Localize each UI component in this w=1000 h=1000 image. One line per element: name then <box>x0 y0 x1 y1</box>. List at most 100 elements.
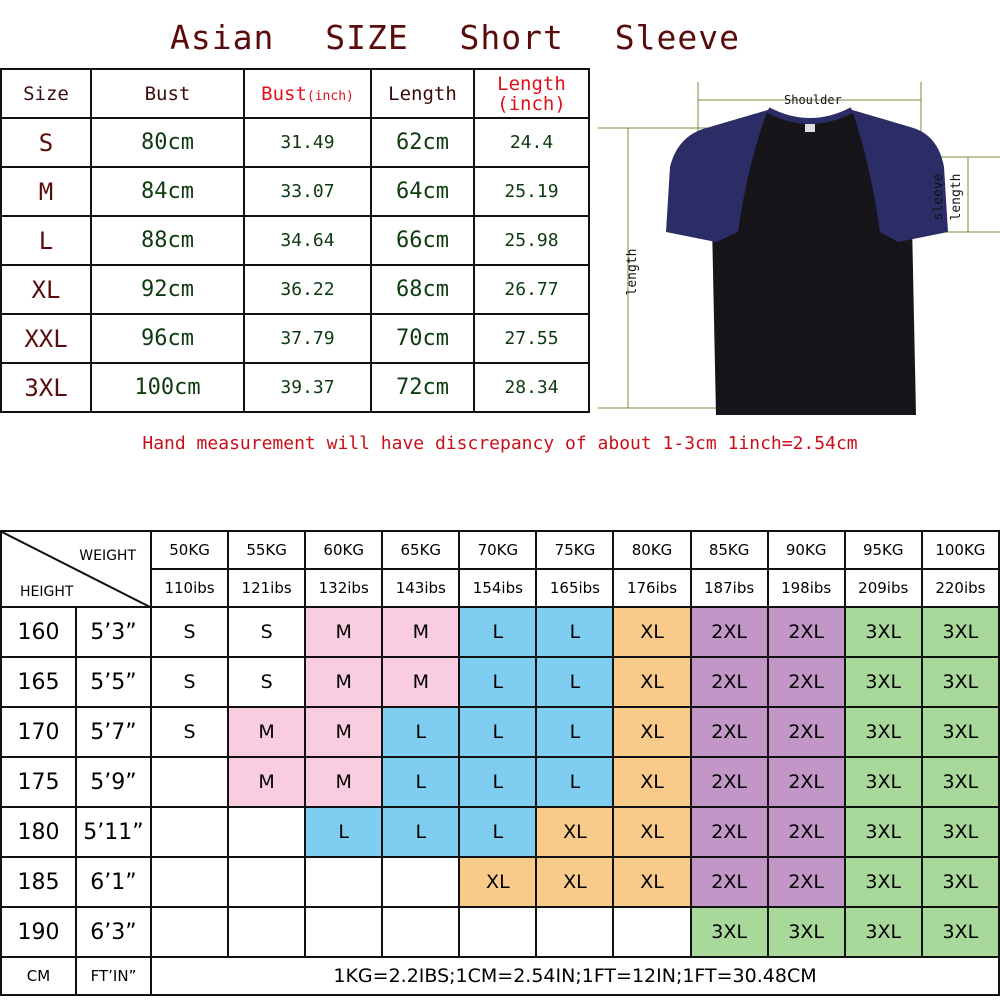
size-cell: L <box>458 656 538 708</box>
size-cell: 3XL <box>920 806 1000 858</box>
length-inch-cell: 27.55 <box>473 313 590 364</box>
fit-row: 170 5’7” S M M L L L XL 2XL 2XL 3XL 3XL <box>0 706 1000 758</box>
size-cell: 3XL <box>920 606 1000 658</box>
length-cm-cell: 62cm <box>370 117 475 168</box>
size-cell: XL <box>612 806 692 858</box>
fit-row: 160 5’3” S S M M L L XL 2XL 2XL 3XL 3XL <box>0 606 1000 658</box>
header-length: Length <box>370 68 475 119</box>
weight-lbs-header: 143ibs <box>381 568 461 608</box>
size-cell: 3XL <box>843 806 923 858</box>
height-ft: 5’9” <box>75 756 152 808</box>
weight-kg-header: 50KG <box>149 530 230 570</box>
height-label: HEIGHT <box>20 584 74 600</box>
size-cell: 3XL <box>843 856 923 908</box>
size-cell: XL <box>535 806 615 858</box>
size-cell <box>149 756 230 808</box>
weight-kg-header: 70KG <box>458 530 538 570</box>
size-cell: L <box>0 215 92 266</box>
size-cell: 3XL <box>920 756 1000 808</box>
size-cell: L <box>304 806 384 858</box>
size-cell: L <box>381 706 461 758</box>
size-cell <box>535 906 615 958</box>
weight-kg-header: 75KG <box>535 530 615 570</box>
size-cell <box>458 906 538 958</box>
fit-row: 185 6’1” XL XL XL 2XL 2XL 3XL 3XL <box>0 856 1000 908</box>
shoulder-label: Shoulder <box>784 93 842 107</box>
weight-kg-header: 100KG <box>920 530 1000 570</box>
fit-row: 180 5’11” L L L XL XL 2XL 2XL 3XL 3XL <box>0 806 1000 858</box>
bust-cm-cell: 88cm <box>90 215 245 266</box>
fit-row: 165 5’5” S S M M L L XL 2XL 2XL 3XL 3XL <box>0 656 1000 708</box>
size-cell: S <box>227 656 307 708</box>
height-ft: 5’5” <box>75 656 152 708</box>
height-cm: 185 <box>0 856 77 908</box>
size-cell: 3XL <box>766 906 846 958</box>
fit-row: 175 5’9” M M L L L XL 2XL 2XL 3XL 3XL <box>0 756 1000 808</box>
size-cell <box>304 906 384 958</box>
bust-inch-cell: 33.07 <box>243 166 372 217</box>
size-cell <box>149 906 230 958</box>
shirt-diagram: Shoulder sleeve length length <box>598 82 1000 415</box>
size-cell: M <box>381 606 461 658</box>
size-cell <box>612 906 692 958</box>
bust-inch-cell: 37.79 <box>243 313 372 364</box>
size-cell: 3XL <box>843 706 923 758</box>
size-row: M 84cm 33.07 64cm 25.19 <box>0 166 590 217</box>
height-cm: 190 <box>0 906 77 958</box>
length-inch-cell: 26.77 <box>473 264 590 315</box>
bust-inch-cell: 36.22 <box>243 264 372 315</box>
size-cell: S <box>227 606 307 658</box>
footer-cm: CM <box>0 956 77 996</box>
size-cell: M <box>227 756 307 808</box>
bust-inch-cell: 39.37 <box>243 362 372 413</box>
size-cell: M <box>381 656 461 708</box>
size-cell: 2XL <box>689 606 769 658</box>
bust-cm-cell: 96cm <box>90 313 245 364</box>
size-cell: 2XL <box>689 856 769 908</box>
size-cell: XL <box>612 606 692 658</box>
size-cell: 3XL <box>689 906 769 958</box>
size-cell: L <box>458 606 538 658</box>
weight-label: WEIGHT <box>79 548 136 564</box>
size-cell: 2XL <box>766 706 846 758</box>
weight-lbs-header: 198ibs <box>766 568 846 608</box>
fit-table: WEIGHT HEIGHT 50KG 55KG 60KG 65KG 70KG 75KG 80… <box>0 530 1000 996</box>
size-cell: M <box>304 656 384 708</box>
height-ft: 5’7” <box>75 706 152 758</box>
size-cell: 2XL <box>766 756 846 808</box>
size-cell: 3XL <box>843 656 923 708</box>
weight-lbs-header: 121ibs <box>227 568 307 608</box>
weight-lbs-header: 176ibs <box>612 568 692 608</box>
measurement-note: Hand measurement will have discrepancy o… <box>142 433 858 454</box>
size-cell: XL <box>0 264 92 315</box>
weight-lbs-header: 132ibs <box>304 568 384 608</box>
height-ft: 5’3” <box>75 606 152 658</box>
corner-header: WEIGHT HEIGHT <box>0 530 152 608</box>
size-cell: L <box>535 756 615 808</box>
height-cm: 160 <box>0 606 77 658</box>
size-cell: 3XL <box>920 706 1000 758</box>
size-row: L 88cm 34.64 66cm 25.98 <box>0 215 590 266</box>
weight-lbs-header: 165ibs <box>535 568 615 608</box>
weight-kg-header: 60KG <box>304 530 384 570</box>
size-cell: L <box>535 656 615 708</box>
bust-cm-cell: 80cm <box>90 117 245 168</box>
size-cell: 2XL <box>689 656 769 708</box>
size-cell: S <box>149 706 230 758</box>
length-cm-cell: 66cm <box>370 215 475 266</box>
fit-row: 190 6’3” 3XL 3XL 3XL 3XL <box>0 906 1000 958</box>
length-cm-cell: 70cm <box>370 313 475 364</box>
size-cell: L <box>381 806 461 858</box>
bust-cm-cell: 84cm <box>90 166 245 217</box>
size-cell <box>149 806 230 858</box>
right-sleeve <box>852 110 948 242</box>
height-cm: 165 <box>0 656 77 708</box>
weight-kg-header: 85KG <box>689 530 769 570</box>
size-cell: 3XL <box>0 362 92 413</box>
size-cell: S <box>0 117 92 168</box>
size-table: Size Bust Bust(inch) Length Length (inch)… <box>0 68 590 413</box>
size-cell: 2XL <box>766 806 846 858</box>
weight-lbs-header: 220ibs <box>920 568 1000 608</box>
size-cell: S <box>149 606 230 658</box>
size-cell: 2XL <box>689 756 769 808</box>
